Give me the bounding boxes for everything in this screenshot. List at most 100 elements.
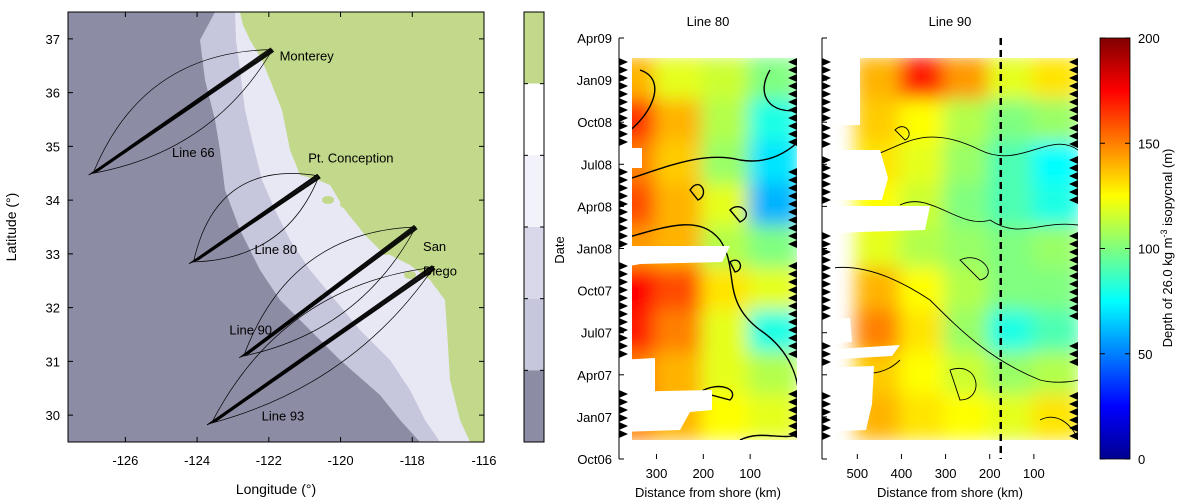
ship-tracks [88, 47, 436, 426]
xlabel-line-80: Distance from shore (km) [635, 485, 781, 500]
sample-marker [619, 98, 628, 106]
sample-marker [619, 224, 628, 232]
xtick-label: 300 [646, 466, 668, 481]
date-tick-label: Oct08 [577, 115, 612, 130]
sample-marker [822, 124, 831, 132]
heat-cell [748, 225, 797, 272]
contour-line [822, 266, 1078, 383]
heat-cell [1031, 309, 1078, 356]
sample-marker [1069, 98, 1078, 106]
heat-cell [1031, 267, 1078, 314]
map-label: Monterey [280, 48, 335, 63]
xtick-label: 500 [846, 466, 868, 481]
sample-marker [788, 414, 797, 422]
sample-marker [822, 424, 831, 432]
panel-line-90: Line 90 500 400 300 200 100 Distance from sh… [821, 14, 1078, 500]
date-tick-label: Oct07 [577, 284, 612, 299]
sample-marker [822, 416, 831, 424]
sample-marker [1069, 140, 1078, 148]
contour-line [729, 259, 742, 273]
ship-track [206, 265, 433, 426]
ship-track [208, 265, 434, 425]
ship-track [211, 266, 435, 424]
ship-track [94, 49, 274, 173]
sample-marker [619, 294, 628, 302]
sample-marker [1069, 342, 1078, 350]
sample-marker [788, 398, 797, 406]
map-xtick-label: -126 [112, 453, 138, 468]
sample-marker [1069, 358, 1078, 366]
heat-cell [943, 267, 992, 314]
heat-cell [654, 267, 706, 314]
date-tick-label: Jan08 [577, 242, 612, 257]
sample-marker [788, 334, 797, 342]
ship-track [209, 266, 434, 425]
map-label: Diego [423, 263, 457, 278]
sample-marker [619, 326, 628, 334]
ship-track-excursion [211, 266, 434, 424]
sample-marker [619, 232, 628, 240]
sample-marker [1069, 256, 1078, 264]
sample-marker [822, 296, 831, 304]
heat-cell [619, 267, 659, 314]
sample-marker [619, 270, 628, 278]
xtick-label: 200 [979, 466, 1001, 481]
ship-track [243, 226, 417, 357]
heat-cell [654, 309, 706, 356]
heat-cell [943, 141, 992, 188]
data-gap [822, 38, 1078, 58]
ship-track [215, 268, 436, 422]
data-gap [822, 345, 900, 360]
data-gap [822, 440, 1078, 459]
sample-marker [822, 342, 831, 350]
sample-marker [1069, 296, 1078, 304]
heat-cell [1031, 57, 1078, 104]
sample-marker [619, 176, 628, 184]
heat-cell [943, 57, 992, 104]
heat-cell [855, 57, 904, 104]
data-gap [822, 150, 888, 200]
heat-cell [654, 141, 706, 188]
sample-marker [788, 240, 797, 248]
sample-marker [619, 398, 628, 406]
sample-marker [619, 286, 628, 294]
sample-marker [619, 414, 628, 422]
date-axis-label: Date [552, 236, 567, 263]
sample-marker [822, 114, 831, 122]
sample-marker [822, 400, 831, 408]
map-label: Line 80 [254, 242, 297, 257]
xtick-label: 400 [891, 466, 913, 481]
sample-marker [1069, 172, 1078, 180]
sample-marker [619, 66, 628, 74]
heat-cell [654, 57, 706, 104]
heat-cell [855, 225, 904, 272]
date-tick-label: Jan07 [577, 410, 612, 425]
colorbar-left-band [524, 227, 544, 299]
heat-cell [748, 393, 797, 440]
colorbar-tick-label: 200 [1138, 31, 1160, 46]
sample-marker [822, 188, 831, 196]
ship-track [97, 51, 275, 172]
ship-track [88, 47, 272, 176]
ship-track [190, 174, 319, 264]
map-label: Pt. Conception [308, 151, 393, 166]
sample-marker [619, 430, 628, 438]
sample-marker [822, 248, 831, 256]
heat-cell [1031, 183, 1078, 230]
right-colorbar: 0 50 100 150 200 Depth of 26.0 kg m-3 isopyc… [1099, 31, 1175, 467]
sample-marker [822, 232, 831, 240]
sample-marker [619, 122, 628, 130]
sample-marker [619, 310, 628, 318]
colorbar-left-band [524, 155, 544, 227]
heat-cell [701, 267, 753, 314]
sample-marker [788, 286, 797, 294]
heat-cell [987, 267, 1036, 314]
sample-marker [788, 430, 797, 438]
sample-marker [1069, 82, 1078, 90]
contour-line [689, 183, 705, 201]
data-gap [619, 440, 797, 459]
heat-cell [1031, 351, 1078, 398]
sample-marker [619, 168, 628, 176]
sample-marker [788, 82, 797, 90]
sample-marker [1069, 132, 1078, 140]
